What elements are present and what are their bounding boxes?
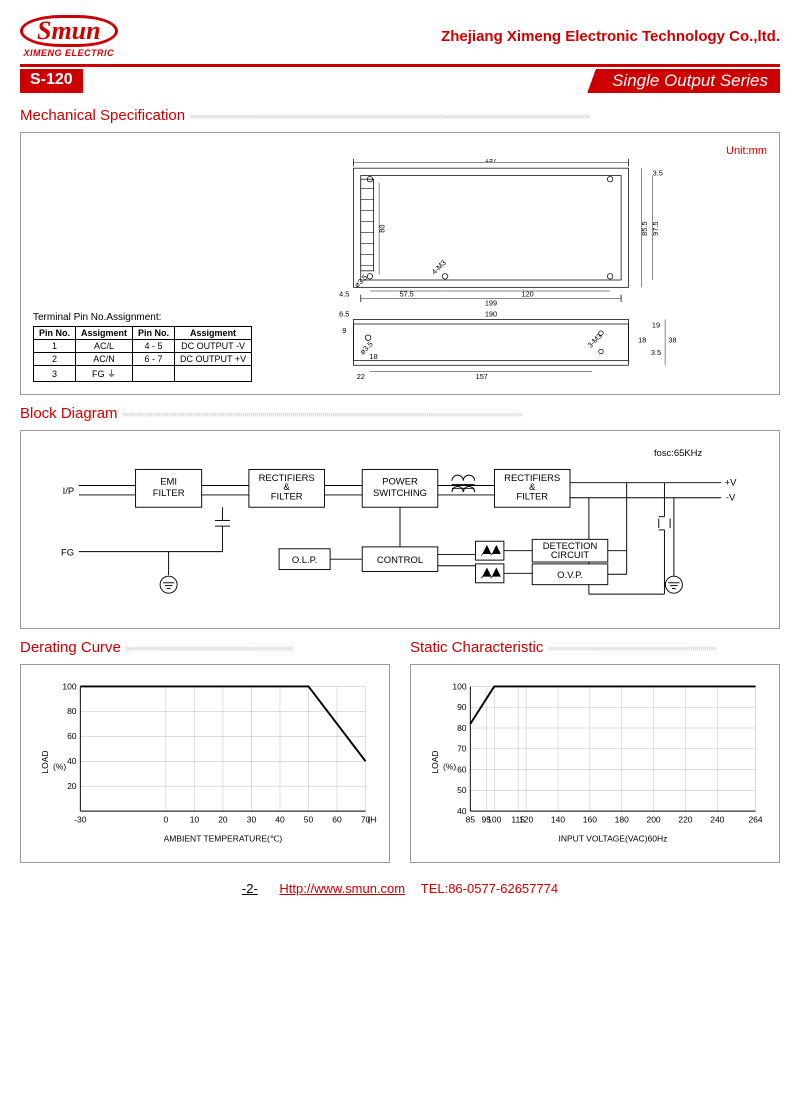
page-number: -2- — [242, 881, 258, 896]
svg-text:3.5: 3.5 — [651, 348, 661, 357]
svg-text:3.5: 3.5 — [653, 169, 663, 178]
svg-text:6.5: 6.5 — [339, 310, 349, 319]
svg-text:+V: +V — [725, 478, 738, 489]
svg-text:100: 100 — [452, 681, 466, 691]
svg-text:18: 18 — [370, 352, 378, 361]
svg-text:57.5: 57.5 — [400, 290, 414, 299]
brand-logo: Smun XIMENG ELECTRIC — [20, 15, 118, 58]
svg-text:ø3.5: ø3.5 — [353, 273, 370, 290]
svg-text:FG: FG — [61, 547, 74, 558]
svg-text:(%): (%) — [53, 762, 66, 772]
svg-text:60: 60 — [457, 764, 467, 774]
svg-text:40: 40 — [67, 756, 77, 766]
svg-text:O.L.P.: O.L.P. — [292, 555, 318, 566]
svg-text:18: 18 — [638, 335, 646, 344]
svg-text:-30: -30 — [74, 814, 87, 824]
section-static: Static Characteristic»»»»»»»»»»»»»»»»»»»… — [410, 639, 780, 656]
svg-text:120: 120 — [522, 290, 534, 299]
pin-table: Pin No.AssigmentPin No.Assigment1AC/L4 -… — [33, 326, 252, 382]
svg-text:O.V.P.: O.V.P. — [557, 570, 583, 581]
svg-text:10: 10 — [190, 814, 200, 824]
static-chart: 4050607080901008595100115120140160180200… — [423, 677, 767, 847]
svg-text:140: 140 — [551, 814, 565, 824]
svg-text:60: 60 — [332, 814, 342, 824]
svg-text:LOAD: LOAD — [40, 750, 50, 773]
svg-text:97.5: 97.5 — [651, 222, 660, 236]
svg-text:199: 199 — [485, 299, 497, 308]
company-name: Zhejiang Ximeng Electronic Technology Co… — [441, 28, 780, 45]
svg-text:40: 40 — [275, 814, 285, 824]
mechanical-panel: Terminal Pin No.Assignment: Pin No.Assig… — [20, 132, 780, 395]
static-panel: 4050607080901008595100115120140160180200… — [410, 664, 780, 863]
svg-text:60: 60 — [67, 731, 77, 741]
svg-text:220: 220 — [678, 814, 692, 824]
svg-text:120: 120 — [519, 814, 533, 824]
brand-subtitle: XIMENG ELECTRIC — [24, 48, 115, 58]
svg-text:70: 70 — [457, 744, 467, 754]
svg-text:80: 80 — [67, 706, 77, 716]
svg-text:160: 160 — [583, 814, 597, 824]
svg-text:4.5: 4.5 — [339, 290, 349, 299]
svg-text:20: 20 — [67, 781, 77, 791]
svg-text:50: 50 — [457, 785, 467, 795]
svg-text:190: 190 — [485, 310, 497, 319]
model-number: S-120 — [20, 69, 83, 93]
series-title: Single Output Series — [600, 69, 780, 93]
section-derating: Derating Curve»»»»»»»»»»»»»»»»»»»»»»»»»»… — [20, 639, 390, 656]
svg-text:AMBIENT TEMPERATURE(℃): AMBIENT TEMPERATURE(℃) — [164, 833, 283, 843]
block-diagram: fosc:65KHz I/P FG EMIFILTE — [33, 443, 767, 613]
svg-text:19: 19 — [652, 321, 660, 330]
svg-text:50: 50 — [304, 814, 314, 824]
svg-text:240: 240 — [710, 814, 724, 824]
chevron-icon: »»»»»»»»»»»»»»»»»»»»»»»»»»»»»»»»»»»»»»»»… — [189, 111, 780, 121]
block-diagram-panel: fosc:65KHz I/P FG EMIFILTE — [20, 430, 780, 629]
svg-text:INPUT VOLTAGE(VAC)60Hz: INPUT VOLTAGE(VAC)60Hz — [558, 833, 667, 843]
svg-text:CONTROL: CONTROL — [377, 555, 423, 566]
pin-table-title: Terminal Pin No.Assignment: — [33, 312, 252, 323]
derating-panel: 20406080100-30010203040506070LOAD(%)AMBI… — [20, 664, 390, 863]
svg-text:80: 80 — [378, 225, 387, 233]
svg-text:(HORIZONTAL): (HORIZONTAL) — [367, 814, 377, 824]
chevron-icon: »»»»»»»»»»»»»»»»»»»»»»»»»»»»»»»»»»»»»»»»… — [547, 643, 780, 653]
svg-text:(%): (%) — [443, 762, 456, 772]
page-footer: -2- Http://www.smun.com TEL:86-0577-6265… — [20, 881, 780, 896]
svg-text:LOAD: LOAD — [430, 750, 440, 773]
footer-tel: TEL:86-0577-62657774 — [421, 881, 558, 896]
svg-text:0: 0 — [164, 814, 169, 824]
section-block-diagram: Block Diagram»»»»»»»»»»»»»»»»»»»»»»»»»»»… — [20, 405, 780, 422]
svg-text:I/P: I/P — [63, 486, 75, 497]
svg-text:30: 30 — [247, 814, 257, 824]
svg-text:200: 200 — [646, 814, 660, 824]
svg-text:-V: -V — [726, 493, 736, 504]
svg-text:9: 9 — [342, 326, 346, 335]
svg-text:180: 180 — [615, 814, 629, 824]
svg-text:85: 85 — [466, 814, 476, 824]
svg-text:fosc:65KHz: fosc:65KHz — [654, 448, 703, 459]
derating-chart: 20406080100-30010203040506070LOAD(%)AMBI… — [33, 677, 377, 847]
svg-text:90: 90 — [457, 702, 467, 712]
svg-text:20: 20 — [218, 814, 228, 824]
svg-text:80: 80 — [457, 723, 467, 733]
mechanical-drawing: Unit:mm 197 199 57.5 120 4.5 — [270, 145, 767, 382]
header-divider — [20, 64, 780, 67]
svg-text:100: 100 — [487, 814, 501, 824]
footer-url[interactable]: Http://www.smun.com — [279, 881, 405, 896]
svg-text:264: 264 — [748, 814, 762, 824]
svg-text:157: 157 — [476, 372, 488, 379]
section-mechanical: Mechanical Specification»»»»»»»»»»»»»»»»… — [20, 107, 780, 124]
svg-text:197: 197 — [485, 159, 497, 164]
chevron-icon: »»»»»»»»»»»»»»»»»»»»»»»»»»»»»»»»»»»»»»»»… — [122, 409, 780, 419]
unit-label: Unit:mm — [270, 145, 767, 157]
svg-text:85.5: 85.5 — [640, 222, 649, 236]
brand-name: Smun — [20, 15, 118, 47]
svg-text:22: 22 — [357, 372, 365, 379]
svg-text:3-M3: 3-M3 — [586, 331, 604, 349]
svg-text:100: 100 — [62, 681, 76, 691]
svg-text:38: 38 — [668, 335, 676, 344]
pin-table-wrap: Terminal Pin No.Assignment: Pin No.Assig… — [33, 312, 252, 382]
chevron-icon: »»»»»»»»»»»»»»»»»»»»»»»»»»»»»»»»»»»»»»»»… — [125, 643, 390, 653]
